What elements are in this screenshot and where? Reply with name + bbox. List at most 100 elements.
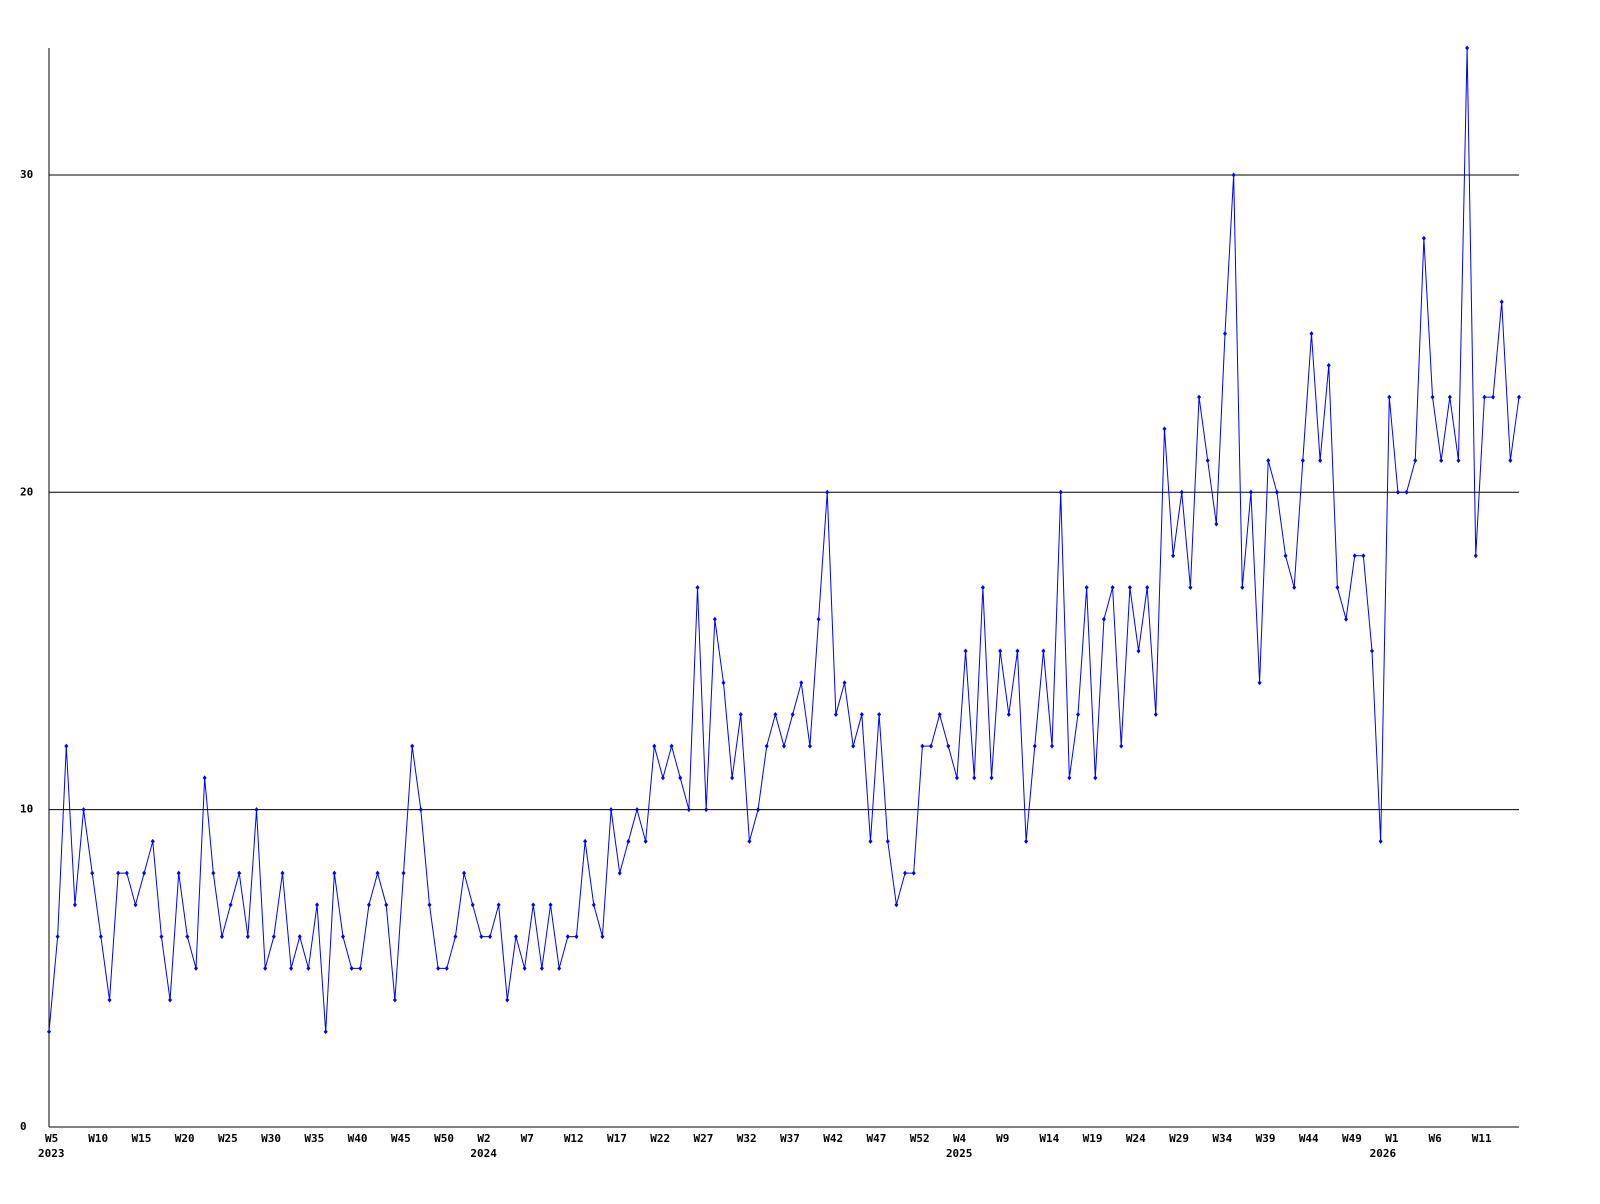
point-marker (1378, 838, 1383, 844)
point-marker (695, 585, 700, 590)
point-marker (1309, 331, 1314, 337)
point-marker (626, 838, 631, 844)
point-marker (1517, 394, 1521, 400)
point-marker (384, 902, 389, 908)
point-marker (306, 965, 311, 971)
point-marker (730, 775, 735, 781)
point-marker (825, 489, 830, 495)
point-marker (1387, 394, 1392, 400)
point-marker (773, 711, 778, 717)
year-label: 2026 (1370, 1147, 1397, 1160)
point-marker (868, 838, 873, 844)
point-marker (410, 743, 415, 749)
point-marker (436, 965, 441, 971)
x-tick-label: W35 (304, 1132, 324, 1145)
point-marker (1292, 585, 1297, 590)
point-marker (1326, 362, 1331, 368)
point-marker (1076, 711, 1080, 717)
x-tick-label: W1 (1385, 1132, 1399, 1145)
x-tick-label: W11 (1472, 1132, 1492, 1145)
point-marker (1015, 648, 1020, 654)
point-marker (194, 965, 198, 971)
point-marker (237, 870, 242, 876)
point-marker (1179, 489, 1184, 495)
point-marker (1300, 458, 1305, 464)
point-marker (859, 711, 864, 717)
x-tick-label: W17 (607, 1132, 627, 1145)
point-marker (1361, 553, 1366, 559)
point-marker (1223, 331, 1227, 337)
x-tick-label: W5 (45, 1132, 58, 1145)
point-marker (366, 902, 371, 908)
point-marker (289, 965, 294, 971)
point-marker (686, 807, 691, 813)
point-marker (704, 807, 709, 813)
point-marker (1508, 458, 1513, 464)
point-marker (1188, 585, 1193, 590)
point-marker (929, 743, 933, 749)
point-marker (756, 807, 761, 813)
point-marker (920, 743, 925, 749)
point-marker (574, 934, 579, 940)
point-marker (1335, 585, 1340, 590)
point-marker (1465, 45, 1470, 51)
point-marker (660, 775, 665, 781)
point-marker (341, 934, 345, 940)
point-marker (903, 870, 908, 876)
point-marker (1041, 648, 1046, 654)
point-marker (1136, 648, 1141, 654)
point-marker (513, 934, 518, 940)
point-marker (1352, 553, 1357, 559)
point-marker (1162, 426, 1167, 432)
x-tick-label: W19 (1083, 1132, 1103, 1145)
point-marker (807, 743, 812, 749)
x-tick-label: W30 (261, 1132, 281, 1145)
x-tick-label: W45 (391, 1132, 411, 1145)
point-marker (591, 902, 596, 908)
point-marker (1127, 585, 1132, 590)
x-tick-label: W4 (953, 1132, 967, 1145)
point-marker (972, 775, 977, 781)
x-tick-label: W12 (564, 1132, 584, 1145)
point-marker (894, 902, 899, 908)
point-marker (1093, 775, 1098, 781)
x-tick-label: W20 (175, 1132, 195, 1145)
point-marker (1171, 553, 1176, 559)
point-marker (1006, 711, 1011, 717)
point-marker (358, 965, 363, 971)
x-tick-label: W49 (1342, 1132, 1362, 1145)
point-marker (980, 585, 985, 590)
point-marker (1050, 743, 1055, 749)
point-marker (1318, 458, 1323, 464)
point-marker (963, 648, 968, 654)
point-marker (1101, 616, 1106, 622)
point-marker (427, 902, 432, 908)
point-marker (1197, 394, 1202, 400)
point-marker (150, 838, 155, 844)
x-tick-label: W14 (1039, 1132, 1059, 1145)
point-marker (643, 838, 648, 844)
y-tick-label: 20 (20, 485, 33, 498)
point-marker (1491, 394, 1496, 400)
point-marker (453, 934, 458, 940)
point-marker (1421, 235, 1426, 241)
y-tick-label: 10 (20, 803, 33, 816)
point-marker (531, 902, 536, 908)
point-marker (297, 934, 302, 940)
point-marker (470, 902, 475, 908)
point-marker (937, 711, 942, 717)
point-marker (1119, 743, 1124, 749)
point-marker (107, 997, 112, 1003)
x-tick-label: W24 (1126, 1132, 1146, 1145)
point-marker (617, 870, 622, 876)
point-marker (90, 870, 95, 876)
point-marker (1404, 489, 1409, 495)
point-marker (1499, 299, 1504, 305)
point-marker (1248, 489, 1253, 495)
year-label: 2025 (946, 1147, 973, 1160)
point-marker (1344, 616, 1349, 622)
point-marker (954, 775, 959, 781)
x-tick-label: W47 (866, 1132, 886, 1145)
